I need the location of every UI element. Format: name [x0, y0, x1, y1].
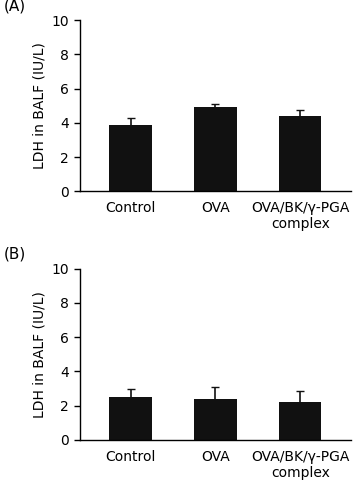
Bar: [194, 108, 237, 192]
Bar: [279, 116, 321, 192]
Bar: [279, 402, 321, 440]
Text: (A): (A): [4, 0, 26, 13]
Bar: [109, 397, 152, 440]
Bar: [194, 399, 237, 440]
Y-axis label: LDH in BALF (IU/L): LDH in BALF (IU/L): [32, 42, 46, 169]
Y-axis label: LDH in BALF (IU/L): LDH in BALF (IU/L): [32, 291, 46, 418]
Bar: [109, 124, 152, 192]
Text: (B): (B): [4, 246, 26, 262]
